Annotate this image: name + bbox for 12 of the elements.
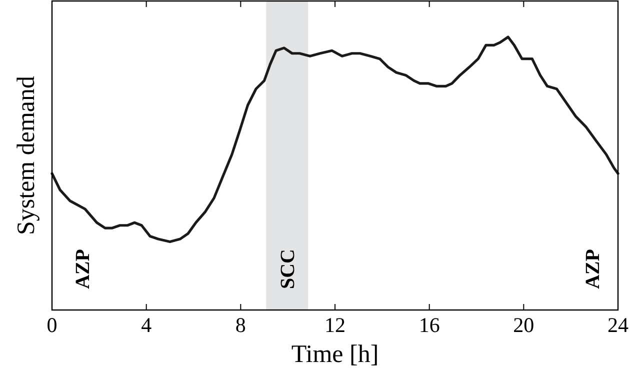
x-tick-label: 16 xyxy=(418,313,440,337)
x-tick-label: 4 xyxy=(141,313,152,337)
band-label: SCC xyxy=(277,249,300,290)
x-tick-label: 0 xyxy=(46,313,58,337)
annotation: AZP xyxy=(582,249,604,290)
annotation: AZP xyxy=(72,249,94,290)
x-tick-label: 8 xyxy=(235,313,246,337)
x-tick-label: 24 xyxy=(608,313,629,337)
x-axis-title: Time [h] xyxy=(291,341,379,368)
x-tick-label: 20 xyxy=(513,313,534,337)
y-axis-title: System demand xyxy=(13,76,40,236)
x-tick-label: 12 xyxy=(324,313,346,337)
